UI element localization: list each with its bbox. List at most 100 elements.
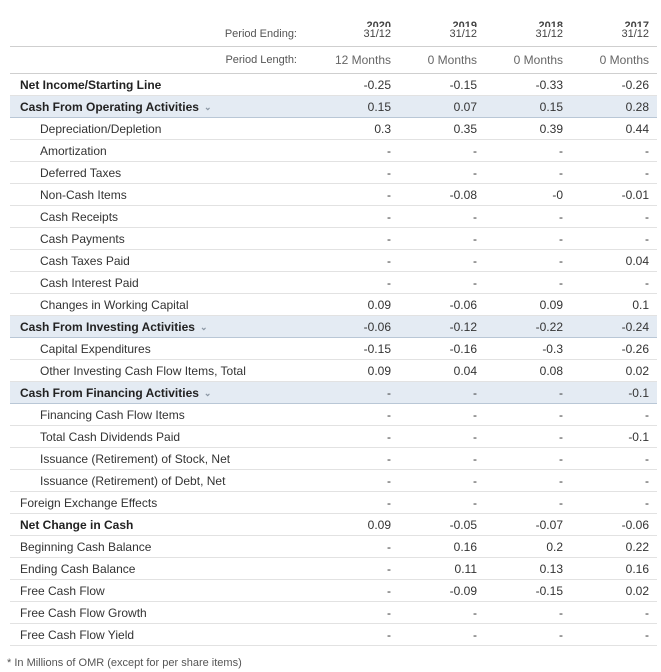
date-label: 31/12 — [449, 28, 477, 40]
period-length-value: 0 Months — [485, 46, 571, 74]
table-row: Amortization - - - - — [10, 139, 657, 162]
table-row: Cash Taxes Paid - - -0.04 — [10, 249, 657, 272]
cell-value: 0.02 — [571, 359, 657, 382]
cell-value: 0.16 — [571, 557, 657, 580]
table-row: Capital Expenditures -0.15 -0.16 -0.3 -0.26 — [10, 337, 657, 360]
cell-value: - — [571, 623, 657, 646]
row-label: Foreign Exchange Effects — [10, 491, 313, 514]
cell-value: - — [485, 491, 571, 514]
row-label-text: Other Investing Cash Flow Items, Total — [40, 363, 246, 378]
table-row: Net Change in Cash 0.09 -0.05 -0.07 -0.06 — [10, 513, 657, 536]
cell-value: -0.16 — [399, 337, 485, 360]
row-label-text: Cash From Financing Activities — [20, 385, 199, 400]
row-label: Net Income/Starting Line — [10, 73, 313, 96]
table-row: Depreciation/Depletion 0.3 0.35 0.39 0.44 — [10, 117, 657, 140]
cell-value: - — [571, 491, 657, 514]
row-label: Changes in Working Capital — [10, 293, 313, 316]
cell-value: - — [399, 161, 485, 184]
section-row[interactable]: Cash From Investing Activities ⌄ -0.06 -0.1… — [10, 315, 657, 338]
cell-value: - — [313, 491, 399, 514]
row-label[interactable]: Cash From Operating Activities ⌄ — [10, 95, 313, 118]
cell-value: -0.3 — [485, 337, 571, 360]
table-row: Total Cash Dividends Paid - - - -0.1 — [10, 425, 657, 448]
row-label[interactable]: Cash From Investing Activities ⌄ — [10, 315, 313, 338]
cell-value: -0.26 — [571, 73, 657, 96]
row-label-text: Cash From Investing Activities — [20, 319, 195, 334]
row-label: Cash Receipts — [10, 205, 313, 228]
row-label: Capital Expenditures — [10, 337, 313, 360]
row-label-text: Beginning Cash Balance — [20, 539, 152, 554]
date-label: 31/12 — [363, 28, 391, 40]
table-row: Free Cash Flow - -0.09 -0.15 0.02 — [10, 579, 657, 602]
row-label: Free Cash Flow Growth — [10, 601, 313, 624]
section-row[interactable]: Cash From Operating Activities ⌄ 0.15 0.07 0… — [10, 95, 657, 118]
cell-value: - — [485, 205, 571, 228]
table-row: Financing Cash Flow Items - - - - — [10, 403, 657, 426]
cell-value: - — [313, 249, 399, 272]
row-label-text: Free Cash Flow — [20, 583, 105, 598]
cell-value: - — [485, 227, 571, 250]
table-row: Deferred Taxes - - - - — [10, 161, 657, 184]
row-label-text: Capital Expenditures — [40, 341, 151, 356]
cell-value: -0.15 — [485, 579, 571, 602]
cell-value: -0.25 — [313, 73, 399, 96]
row-label-text: Foreign Exchange Effects — [20, 495, 158, 510]
row-label: Free Cash Flow Yield — [10, 623, 313, 646]
cell-value: - — [313, 161, 399, 184]
chevron-down-icon[interactable]: ⌄ — [199, 321, 208, 332]
cell-value: -0.15 — [399, 73, 485, 96]
cell-value: 0.35 — [399, 117, 485, 140]
row-label[interactable]: Cash From Financing Activities ⌄ — [10, 381, 313, 404]
cell-value: - — [571, 601, 657, 624]
cell-value: - — [399, 271, 485, 294]
period-length-value: 0 Months — [571, 46, 657, 74]
cell-value: - — [313, 579, 399, 602]
row-label-text: Changes in Working Capital — [40, 297, 189, 312]
cell-value: - — [399, 601, 485, 624]
year-label: 2018 — [538, 20, 563, 27]
cell-value: 0.02 — [571, 579, 657, 602]
cell-value: - — [313, 205, 399, 228]
cell-value: - — [485, 161, 571, 184]
cell-value: -0.06 — [399, 293, 485, 316]
chevron-down-icon[interactable]: ⌄ — [203, 101, 212, 112]
cell-value: - — [313, 601, 399, 624]
cell-value: - — [313, 227, 399, 250]
cell-value: 0.09 — [313, 513, 399, 536]
cell-value: - — [571, 469, 657, 492]
cell-value: 0.1 — [571, 293, 657, 316]
table-row: Free Cash Flow Growth - - - - — [10, 601, 657, 624]
cell-value: - — [399, 447, 485, 470]
table-row: Issuance (Retirement) of Debt, Net - - - - — [10, 469, 657, 492]
period-ending-label: Period Ending: — [224, 28, 297, 40]
cell-value: - — [571, 403, 657, 426]
cell-value: -0.07 — [485, 513, 571, 536]
row-label-text: Cash From Operating Activities — [20, 99, 199, 114]
table-row: Beginning Cash Balance -0.16 0.2 0.22 — [10, 535, 657, 558]
row-label-text: Free Cash Flow Yield — [20, 627, 135, 642]
row-label-text: Net Change in Cash — [20, 517, 134, 532]
chevron-down-icon[interactable]: ⌄ — [203, 387, 212, 398]
cell-value: - — [313, 183, 399, 206]
row-label: Total Cash Dividends Paid — [10, 425, 313, 448]
cell-value: 0.16 — [399, 535, 485, 558]
period-ending-row: Period Ending: 2020 31/12 2019 31/12 201… — [10, 0, 657, 47]
row-label: Issuance (Retirement) of Debt, Net — [10, 469, 313, 492]
cell-value: -0.1 — [571, 381, 657, 404]
cell-value: -0.06 — [313, 315, 399, 338]
row-label: Cash Interest Paid — [10, 271, 313, 294]
cell-value: -0 — [485, 183, 571, 206]
row-label: Depreciation/Depletion — [10, 117, 313, 140]
row-label: Cash Payments — [10, 227, 313, 250]
section-row[interactable]: Cash From Financing Activities ⌄ - - - -0.1 — [10, 381, 657, 404]
cell-value: 0.09 — [313, 293, 399, 316]
row-label: Deferred Taxes — [10, 161, 313, 184]
row-label-text: Deferred Taxes — [40, 165, 122, 180]
row-label-text: Depreciation/Depletion — [40, 121, 162, 136]
table-row: Free Cash Flow Yield - - - - — [10, 623, 657, 646]
row-label: Other Investing Cash Flow Items, Total — [10, 359, 313, 382]
column-header-2017: 2017 31/12 — [571, 0, 657, 47]
row-label-text: Amortization — [40, 143, 107, 158]
row-label-text: Cash Receipts — [40, 209, 119, 224]
cell-value: - — [313, 271, 399, 294]
